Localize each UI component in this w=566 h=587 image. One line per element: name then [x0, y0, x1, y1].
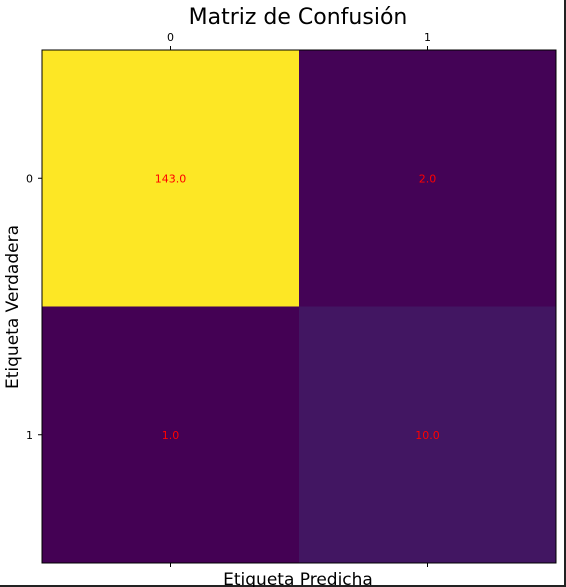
- y-axis-label: Etiqueta Verdadera: [3, 225, 23, 389]
- cell-value-label-0-1: 2.0: [419, 172, 437, 185]
- x-tick-label-0: 0: [167, 31, 174, 44]
- cell-value-label-1-0: 1.0: [162, 429, 180, 442]
- x-tick-label-1: 1: [424, 31, 431, 44]
- chart-title: Matriz de Confusión: [189, 5, 408, 30]
- cell-value-label-0-0: 143.0: [155, 172, 187, 185]
- y-ticks: 01: [26, 172, 42, 442]
- plot-border: [41, 49, 557, 564]
- heatmap-cells: [42, 50, 556, 563]
- heatmap-cell-0-1: [299, 50, 556, 307]
- y-tick-label-0: 0: [26, 172, 33, 185]
- heatmap-cell-1-1: [299, 306, 556, 563]
- cell-value-label-1-1: 10.0: [415, 429, 440, 442]
- heatmap-cell-labels: 143.0 2.0 1.0 10.0: [155, 172, 440, 442]
- y-tick-label-1: 1: [26, 429, 33, 442]
- heatmap-cell-0-0: [42, 50, 299, 307]
- x-axis-label: Etiqueta Predicha: [223, 570, 373, 587]
- heatmap-cell-1-0: [42, 306, 299, 563]
